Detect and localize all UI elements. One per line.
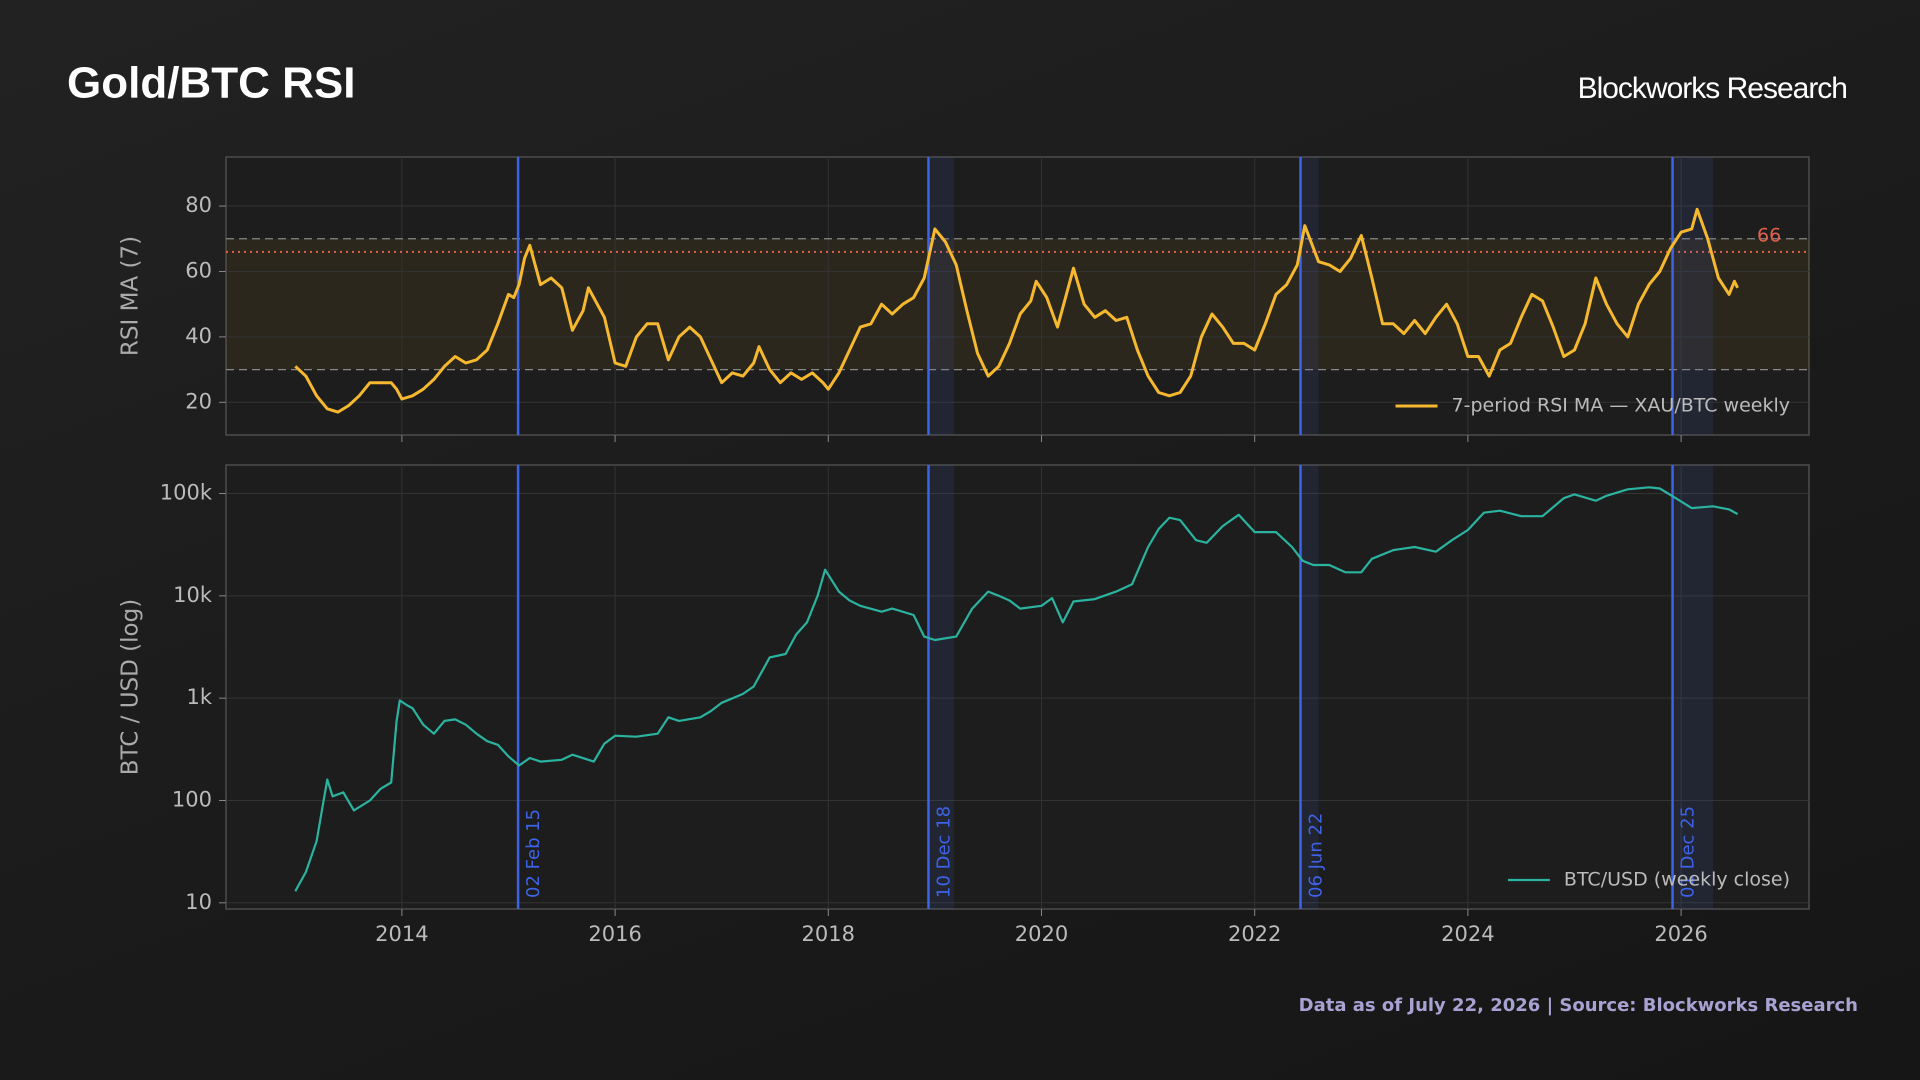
legend-label: 7-period RSI MA — XAU/BTC weekly: [1452, 395, 1790, 417]
event-span: [928, 157, 955, 435]
x-tick-label: 2018: [802, 922, 855, 946]
threshold-label: 66: [1757, 224, 1781, 246]
y-tick-label: 60: [185, 258, 212, 282]
series-line: [294, 486, 1739, 892]
x-tick-label: 2026: [1654, 922, 1707, 946]
event-label: 02 Feb 15: [523, 809, 544, 898]
x-tick-label: 2020: [1015, 922, 1068, 946]
y-tick-label: 1k: [186, 685, 212, 709]
event-span: [1300, 157, 1319, 435]
y-tick-label: 40: [185, 324, 212, 348]
y-axis-label: RSI MA (7): [118, 236, 144, 356]
event-span: [928, 465, 955, 909]
x-tick-label: 2022: [1228, 922, 1281, 946]
x-tick-label: 2014: [375, 922, 428, 946]
band: [226, 238, 1809, 370]
y-tick-label: 10: [185, 890, 212, 914]
event-label: 10 Dec 18: [933, 806, 954, 898]
y-tick-label: 20: [185, 389, 212, 413]
event-span: [1672, 465, 1714, 909]
brand: Blockworks Research: [1578, 72, 1847, 105]
footer: Data as of July 22, 2026 | Source: Block…: [1299, 995, 1858, 1016]
event-span: [1672, 157, 1714, 435]
event-label: 01 Dec 25: [1678, 806, 1699, 898]
x-tick-label: 2016: [588, 922, 641, 946]
y-axis-label: BTC / USD (log): [118, 599, 144, 775]
plot-area: [225, 464, 1810, 910]
x-tick-label: 2024: [1441, 922, 1494, 946]
y-tick-label: 10k: [173, 583, 213, 607]
title: Gold/BTC RSI: [67, 59, 355, 108]
legend-label: BTC/USD (weekly close): [1564, 869, 1790, 891]
y-tick-label: 100k: [160, 481, 213, 505]
event-span: [1300, 465, 1319, 909]
y-tick-label: 80: [185, 193, 212, 217]
series-line: [294, 207, 1739, 414]
y-tick-label: 100: [172, 787, 212, 811]
event-label: 06 Jun 22: [1306, 813, 1327, 898]
plot-area: [225, 156, 1810, 436]
